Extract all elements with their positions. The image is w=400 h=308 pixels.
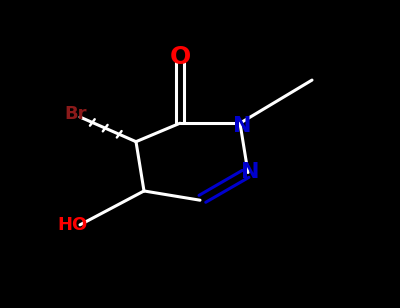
Text: HO: HO (57, 216, 87, 234)
Text: Br: Br (65, 105, 87, 123)
Text: N: N (233, 116, 251, 136)
Text: N: N (241, 163, 259, 182)
Text: O: O (169, 45, 191, 69)
